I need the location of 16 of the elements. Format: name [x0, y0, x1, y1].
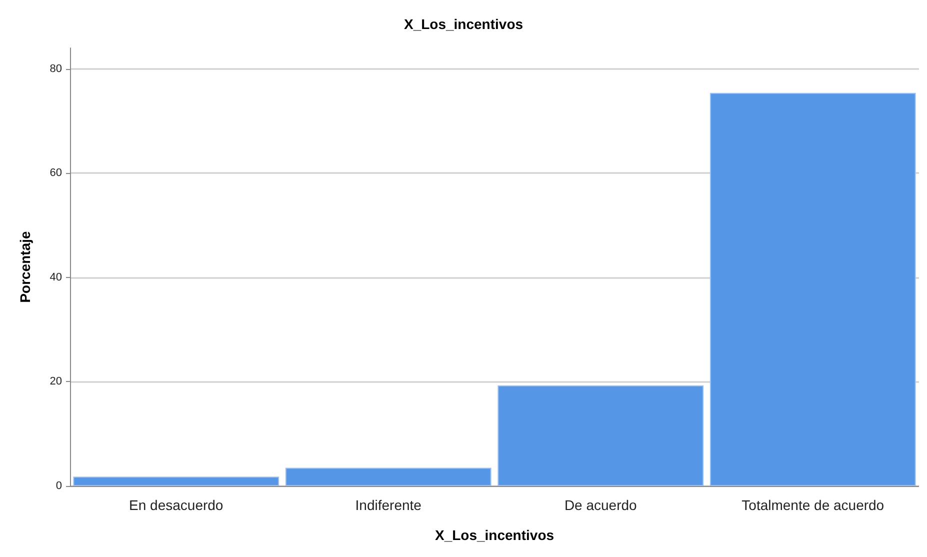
x-tick-label: De acuerdo: [564, 497, 638, 513]
y-tick-label: 60: [50, 167, 62, 180]
bar: [73, 476, 280, 486]
x-tick-label: Totalmente de acuerdo: [742, 497, 884, 513]
bar: [498, 385, 704, 486]
y-tick-label: 0: [56, 480, 62, 492]
y-tick-label: 80: [50, 62, 62, 75]
chart-title: X_Los_incentivos: [404, 16, 524, 32]
bar: [710, 92, 916, 486]
y-axis-title: Porcentaje: [17, 230, 33, 303]
x-tick-label: En desacuerdo: [129, 497, 224, 513]
x-tick-label: Indiferente: [355, 497, 422, 513]
y-tick-label: 20: [50, 376, 62, 388]
y-tick-label: 40: [50, 271, 62, 284]
x-axis-title: X_Los_incentivos: [434, 527, 554, 543]
bar: [285, 468, 492, 486]
